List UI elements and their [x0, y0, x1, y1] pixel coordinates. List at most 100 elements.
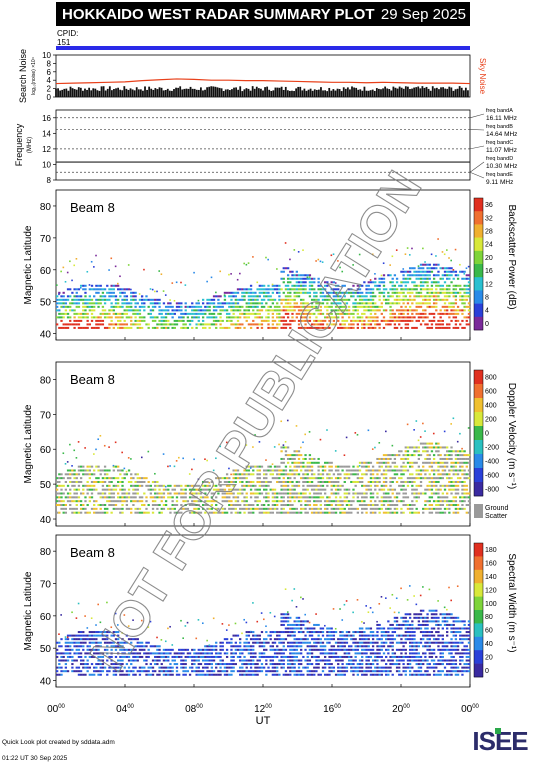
scatter-cell — [154, 489, 156, 491]
scatter-cell — [95, 512, 97, 514]
scatter-cell — [254, 635, 256, 637]
scatter-cell — [95, 288, 97, 290]
scatter-cell — [246, 670, 248, 672]
scatter-cell — [76, 635, 78, 637]
scatter-cell — [250, 631, 252, 633]
scatter-cell — [254, 667, 256, 669]
scatter-cell — [213, 645, 215, 647]
scatter-cell — [250, 306, 252, 308]
scatter-cell — [383, 320, 385, 322]
scatter-cell — [167, 306, 169, 308]
scatter-cell — [252, 631, 254, 633]
scatter-cell — [67, 493, 69, 495]
scatter-cell — [145, 512, 147, 514]
scatter-cell — [283, 496, 285, 498]
scatter-cell — [463, 292, 465, 294]
scatter-cell — [320, 489, 322, 491]
scatter-cell — [115, 306, 117, 308]
scatter-cell — [307, 512, 309, 514]
scatter-cell — [339, 508, 341, 510]
scatter-cell — [272, 504, 274, 506]
scatter-cell — [248, 309, 250, 311]
scatter-cell — [113, 327, 115, 329]
scatter-cell — [346, 493, 348, 495]
scatter-cell — [289, 295, 291, 297]
scatter-cell — [344, 489, 346, 491]
freq-ytick-label: 16 — [42, 114, 51, 123]
scatter-cell — [198, 300, 200, 302]
scatter-cell — [396, 327, 398, 329]
scatter-cell — [283, 504, 285, 506]
scatter-cell — [418, 473, 420, 475]
scatter-cell — [158, 323, 160, 325]
scatter-cell — [317, 485, 319, 487]
scatter-cell — [224, 667, 226, 669]
scatter-cell — [65, 306, 67, 308]
scatter-cell — [82, 660, 84, 662]
scatter-cell — [381, 462, 383, 464]
scatter-cell — [431, 477, 433, 479]
scatter-cell — [150, 316, 152, 318]
scatter-cell — [267, 504, 269, 506]
scatter-cell — [243, 299, 245, 301]
scatter-cell — [219, 313, 221, 315]
scatter-cell — [141, 477, 143, 479]
scatter-cell — [73, 469, 75, 471]
scatter-cell — [339, 477, 341, 479]
scatter-cell — [296, 485, 298, 487]
scatter-cell — [453, 485, 455, 487]
scatter-cell — [165, 649, 167, 651]
scatter-cell — [106, 469, 108, 471]
scatter-cell — [261, 656, 263, 658]
scatter-cell — [418, 316, 420, 318]
scatter-cell — [104, 493, 106, 495]
scatter-cell — [317, 259, 319, 261]
scatter-cell — [209, 660, 211, 662]
scatter-cell — [174, 466, 176, 468]
scatter-cell — [230, 674, 232, 676]
scatter-cell — [108, 313, 110, 315]
scatter-cell — [426, 278, 428, 280]
scatter-cell — [422, 271, 424, 273]
scatter-cell — [448, 288, 450, 290]
scatter-cell — [272, 512, 274, 514]
scatter-cell — [60, 313, 62, 315]
scatter-cell — [202, 667, 204, 669]
scatter-cell — [104, 316, 106, 318]
scatter-cell — [104, 473, 106, 475]
scatter-cell — [100, 435, 102, 437]
scatter-cell — [396, 278, 398, 280]
scatter-cell — [60, 656, 62, 658]
scatter-cell — [398, 295, 400, 297]
scatter-cell — [73, 635, 75, 637]
scatter-cell — [418, 493, 420, 495]
scatter-cell — [420, 267, 422, 269]
scatter-cell — [468, 285, 470, 287]
scatter-cell — [317, 473, 319, 475]
scatter-cell — [161, 320, 163, 322]
scatter-cell — [171, 306, 173, 308]
scatter-cell — [161, 500, 163, 502]
scatter-cell — [370, 481, 372, 483]
scatter-cell — [461, 493, 463, 495]
scatter-cell — [97, 674, 99, 676]
scatter-cell — [139, 299, 141, 301]
scatter-cell — [352, 481, 354, 483]
scatter-cell — [213, 313, 215, 315]
scatter-cell — [455, 320, 457, 322]
scatter-cell — [383, 454, 385, 456]
scatter-cell — [389, 323, 391, 325]
scatter-cell — [217, 306, 219, 308]
scatter-cell — [298, 274, 300, 276]
scatter-cell — [89, 674, 91, 676]
scatter-cell — [298, 462, 300, 464]
scatter-cell — [110, 316, 112, 318]
scatter-cell — [372, 292, 374, 294]
scatter-cell — [442, 313, 444, 315]
scatter-cell — [466, 316, 468, 318]
scatter-cell — [252, 299, 254, 301]
scatter-cell — [209, 663, 211, 665]
scatter-cell — [198, 649, 200, 651]
scatter-cell — [289, 281, 291, 283]
scatter-cell — [461, 288, 463, 290]
